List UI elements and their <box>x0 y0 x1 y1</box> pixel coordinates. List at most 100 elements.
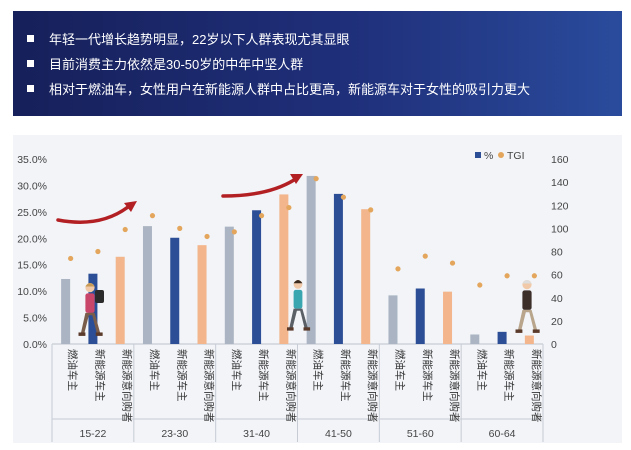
y-left-tick-label: 10.0% <box>17 286 47 298</box>
x-subcategory-label: 燃油车主 <box>230 349 243 391</box>
bar <box>279 194 289 344</box>
summary-banner: 年轻一代增长趋势明显，22岁以下人群表现尤其显眼 目前消费主力依然是30-50岁… <box>13 11 622 116</box>
bullet-square-icon <box>27 85 34 92</box>
tgi-point <box>258 213 265 219</box>
banner-line-text: 目前消费主力依然是30-50岁的中年中坚人群 <box>49 57 304 72</box>
x-subcategory-label: 新能源车主 <box>257 349 270 402</box>
x-group-label: 23-30 <box>161 428 188 440</box>
bar <box>61 278 71 344</box>
tgi-point <box>340 194 347 200</box>
x-subcategory-label: 新能源意向购者 <box>530 349 543 423</box>
bullet-square-icon <box>27 35 34 42</box>
tgi-point <box>422 253 428 259</box>
x-subcategory-label: 新能源车主 <box>93 349 106 402</box>
y-left-tick-label: 25.0% <box>17 207 47 219</box>
x-subcategory-label: 燃油车主 <box>393 349 406 391</box>
chart-panel <box>13 135 622 443</box>
bar <box>361 209 371 344</box>
tgi-point <box>286 204 292 211</box>
bar <box>388 295 398 344</box>
tgi-point <box>177 225 183 231</box>
bar <box>497 331 507 344</box>
tgi-point <box>449 260 456 266</box>
bar <box>142 226 152 344</box>
tgi-point <box>504 273 510 279</box>
legend-label: % <box>484 150 493 162</box>
bar <box>197 245 207 344</box>
red-arrow-icon <box>124 201 137 212</box>
tgi-point <box>395 266 401 272</box>
y-right-tick-label: 0 <box>551 339 557 351</box>
y-right-tick-label: 120 <box>551 200 569 212</box>
x-group-label: 15-22 <box>79 428 106 440</box>
bar <box>524 335 534 344</box>
y-right-tick-label: 160 <box>551 154 569 166</box>
banner-line-text: 相对于燃油车，女性用户在新能源人群中占比更高，新能源车对于女性的吸引力更大 <box>49 82 531 97</box>
backpack-icon <box>95 290 104 303</box>
bullet-square-icon <box>27 60 34 67</box>
y-left-tick-label: 15.0% <box>17 260 47 272</box>
banner-line: 目前消费主力依然是30-50岁的中年中坚人群 <box>27 54 303 73</box>
x-group-label: 31-40 <box>243 428 270 440</box>
bar <box>252 210 262 344</box>
red-arrow-icon <box>290 174 303 184</box>
x-subcategory-label: 新能源车主 <box>175 349 188 402</box>
tgi-point <box>313 176 319 182</box>
x-subcategory-label: 燃油车主 <box>148 349 161 391</box>
legend-label: TGI <box>507 150 525 162</box>
bar <box>170 237 180 344</box>
y-left-tick-label: 30.0% <box>17 180 47 192</box>
x-group-label: 51-60 <box>407 428 434 440</box>
tgi-point <box>477 282 483 288</box>
legend-swatch-percent <box>475 152 481 158</box>
bar <box>443 291 453 344</box>
tgi-point <box>68 255 74 262</box>
x-subcategory-label: 新能源意向购者 <box>448 349 461 423</box>
x-subcategory-label: 燃油车主 <box>312 349 325 391</box>
bar <box>224 226 234 344</box>
y-left-tick-label: 35.0% <box>17 154 47 166</box>
x-subcategory-label: 新能源车主 <box>421 349 434 402</box>
x-subcategory-label: 新能源意向购者 <box>284 349 297 423</box>
tgi-point <box>531 273 537 279</box>
y-left-tick-label: 5.0% <box>23 313 47 325</box>
y-right-tick-label: 100 <box>551 223 569 235</box>
x-subcategory-label: 新能源车主 <box>339 349 352 402</box>
x-subcategory-label: 新能源意向购者 <box>121 349 134 423</box>
person-elderly-man-icon <box>515 280 540 333</box>
tgi-point <box>231 229 237 235</box>
tgi-point <box>122 226 128 233</box>
banner-line: 年轻一代增长趋势明显，22岁以下人群表现尤其显眼 <box>27 29 349 48</box>
trend-arrow-line <box>221 178 296 198</box>
y-right-tick-label: 140 <box>551 177 569 189</box>
x-group-label: 60-64 <box>489 428 516 440</box>
x-subcategory-label: 新能源车主 <box>503 349 516 402</box>
y-left-tick-label: 0.0% <box>23 339 47 351</box>
bar <box>415 288 425 344</box>
y-right-tick-label: 40 <box>551 293 563 305</box>
y-right-tick-label: 80 <box>551 247 563 259</box>
y-left-tick-label: 20.0% <box>17 233 47 245</box>
x-group-label: 41-50 <box>325 428 352 440</box>
person-young-man-icon <box>287 280 311 331</box>
banner-line-text: 年轻一代增长趋势明显，22岁以下人群表现尤其显眼 <box>49 32 350 47</box>
person-woman-backpack-icon <box>78 283 103 336</box>
banner-line: 相对于燃油车，女性用户在新能源人群中占比更高，新能源车对于女性的吸引力更大 <box>27 79 530 98</box>
y-right-tick-label: 60 <box>551 270 563 282</box>
bar <box>115 256 125 344</box>
bar <box>333 193 343 344</box>
legend-swatch-tgi <box>498 152 504 158</box>
x-subcategory-label: 燃油车主 <box>66 349 79 391</box>
bar <box>306 175 316 344</box>
y-right-tick-label: 20 <box>551 316 563 328</box>
x-subcategory-label: 新能源意向购者 <box>366 349 379 423</box>
tgi-point <box>95 248 101 255</box>
x-subcategory-label: 新能源意向购者 <box>203 349 216 423</box>
tgi-point <box>204 233 210 240</box>
tgi-point <box>368 207 374 213</box>
tgi-point <box>149 213 156 219</box>
x-subcategory-label: 燃油车主 <box>475 349 488 391</box>
bar <box>470 334 480 344</box>
trend-arrow-line <box>56 205 130 224</box>
